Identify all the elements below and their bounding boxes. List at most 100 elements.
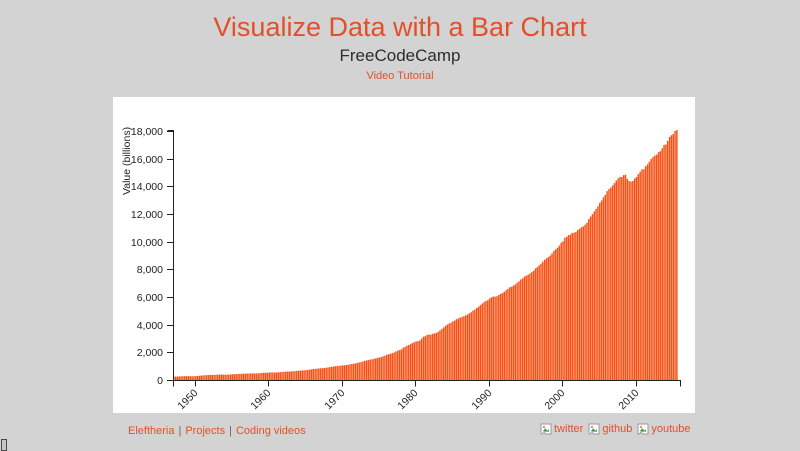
bar[interactable] — [633, 178, 636, 381]
bar[interactable] — [503, 291, 506, 380]
bar[interactable] — [641, 169, 643, 380]
bar[interactable] — [354, 363, 357, 380]
bar[interactable] — [501, 293, 504, 380]
bar[interactable] — [611, 185, 614, 380]
bar[interactable] — [195, 376, 197, 380]
bar[interactable] — [408, 344, 410, 380]
bar[interactable] — [422, 336, 425, 380]
bar[interactable] — [435, 332, 438, 380]
bar[interactable] — [325, 367, 327, 380]
bar[interactable] — [453, 320, 456, 380]
bar[interactable] — [294, 371, 296, 380]
bar[interactable] — [488, 298, 491, 380]
bar[interactable] — [593, 211, 595, 380]
bar[interactable] — [543, 259, 546, 380]
bar[interactable] — [233, 374, 236, 380]
bar[interactable] — [608, 189, 610, 380]
bar[interactable] — [510, 286, 513, 380]
bar[interactable] — [261, 372, 263, 380]
bar[interactable] — [630, 181, 632, 380]
bar[interactable] — [621, 177, 623, 380]
bar[interactable] — [582, 226, 584, 380]
bar[interactable] — [527, 274, 529, 380]
bar[interactable] — [509, 287, 511, 380]
bar[interactable] — [299, 370, 302, 380]
bar[interactable] — [301, 370, 304, 380]
bar[interactable] — [523, 276, 526, 380]
bar[interactable] — [578, 228, 581, 380]
bar[interactable] — [505, 290, 507, 380]
bar[interactable] — [428, 334, 430, 380]
bar[interactable] — [628, 181, 630, 380]
bar[interactable] — [604, 194, 607, 380]
bar[interactable] — [365, 360, 368, 380]
bar[interactable] — [599, 202, 601, 380]
bar[interactable] — [279, 372, 281, 380]
bar[interactable] — [433, 333, 436, 380]
bar[interactable] — [646, 164, 649, 380]
bar[interactable] — [466, 314, 469, 380]
bar[interactable] — [441, 328, 443, 380]
bar[interactable] — [211, 375, 214, 380]
bar[interactable] — [430, 334, 432, 380]
bar[interactable] — [292, 371, 294, 380]
bar[interactable] — [268, 372, 270, 380]
bar[interactable] — [542, 261, 544, 380]
bar[interactable] — [255, 373, 258, 380]
bar[interactable] — [606, 191, 608, 380]
bar[interactable] — [228, 374, 230, 380]
bar[interactable] — [386, 354, 388, 380]
bar[interactable] — [490, 297, 493, 380]
bar[interactable] — [565, 236, 568, 380]
bar[interactable] — [352, 363, 355, 380]
bar[interactable] — [619, 176, 621, 380]
bar[interactable] — [481, 303, 483, 380]
bar[interactable] — [571, 232, 573, 380]
bar[interactable] — [518, 281, 520, 380]
bar[interactable] — [452, 321, 454, 380]
bar[interactable] — [240, 373, 243, 380]
bar[interactable] — [431, 333, 434, 380]
bar[interactable] — [200, 375, 203, 380]
bar[interactable] — [363, 360, 366, 380]
bar[interactable] — [610, 187, 612, 380]
bar[interactable] — [220, 374, 223, 380]
bar[interactable] — [560, 242, 562, 380]
bar[interactable] — [591, 214, 594, 380]
bar[interactable] — [272, 372, 274, 380]
bar[interactable] — [424, 336, 427, 380]
bar[interactable] — [338, 365, 340, 380]
bar[interactable] — [474, 309, 476, 380]
bar[interactable] — [217, 374, 219, 380]
bar[interactable] — [674, 131, 676, 380]
bar[interactable] — [470, 312, 472, 380]
bar[interactable] — [655, 154, 658, 380]
bar[interactable] — [180, 376, 182, 380]
bar[interactable] — [318, 368, 320, 380]
bar[interactable] — [308, 369, 311, 380]
bar[interactable] — [483, 302, 485, 380]
bar[interactable] — [244, 373, 247, 380]
bar[interactable] — [622, 175, 625, 380]
bar[interactable] — [334, 366, 337, 380]
bar[interactable] — [450, 322, 452, 380]
bar[interactable] — [479, 305, 482, 380]
bar[interactable] — [387, 354, 390, 380]
bar[interactable] — [663, 144, 665, 380]
bar[interactable] — [319, 368, 322, 380]
bar[interactable] — [468, 313, 471, 380]
bar[interactable] — [446, 324, 449, 380]
bar[interactable] — [417, 341, 419, 380]
bar[interactable] — [564, 237, 566, 380]
bar[interactable] — [369, 359, 371, 380]
bar[interactable] — [635, 176, 638, 380]
bar[interactable] — [398, 350, 401, 380]
bar[interactable] — [637, 174, 640, 380]
bar[interactable] — [184, 376, 186, 380]
bar[interactable] — [397, 350, 399, 380]
bar[interactable] — [391, 353, 393, 380]
bar[interactable] — [617, 178, 619, 380]
bar[interactable] — [204, 375, 206, 380]
bar[interactable] — [382, 356, 384, 380]
bar[interactable] — [332, 366, 335, 380]
